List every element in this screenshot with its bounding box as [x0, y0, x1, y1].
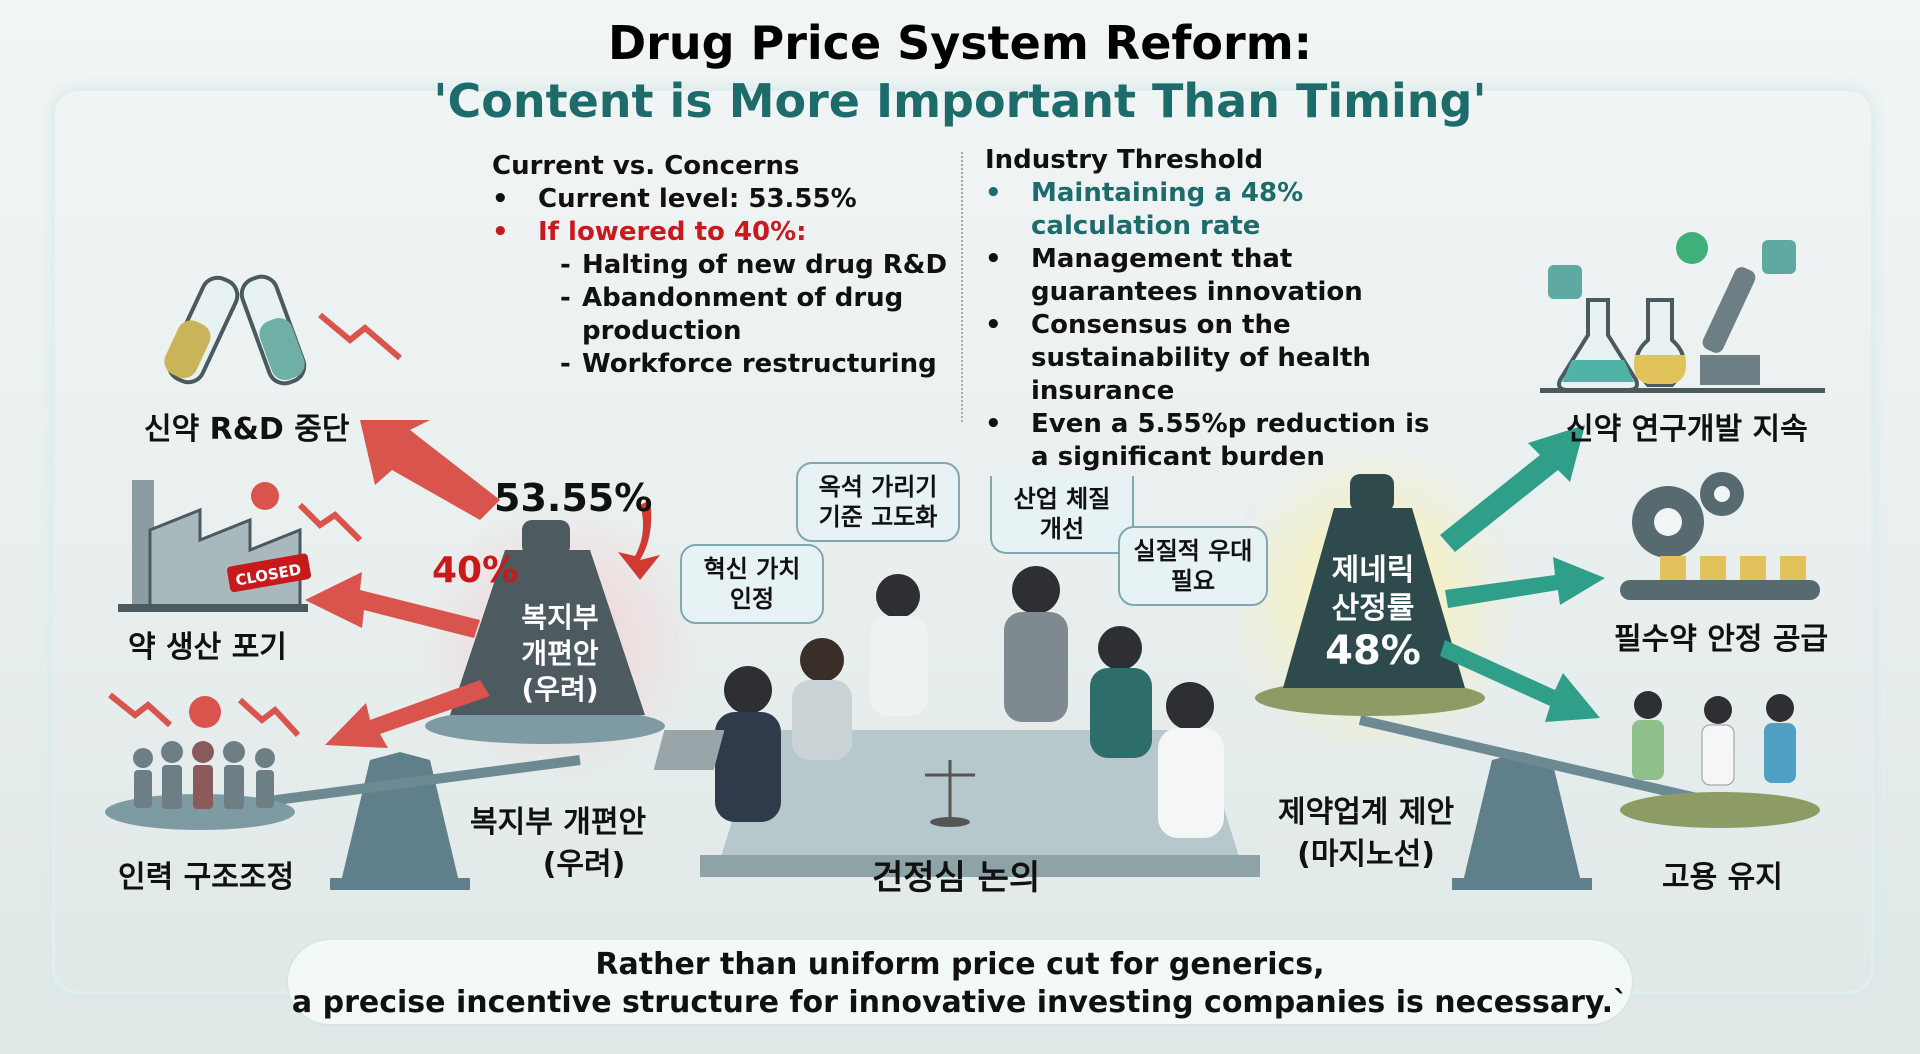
title-line2: 'Content is More Important Than Timing'	[433, 74, 1487, 128]
right-scale-label: 제약업계 제안 (마지노선)	[1278, 795, 1455, 872]
right-green-arrows	[1440, 425, 1605, 722]
left-weight-label: 복지부 개편안 (우려)	[521, 601, 599, 706]
title-line1: Drug Price System Reform:	[607, 16, 1313, 70]
factory-icon: CLOSED	[118, 480, 311, 612]
footer-line1: Rather than uniform price cut for generi…	[595, 947, 1325, 982]
left-red-arrows	[108, 312, 500, 748]
meeting-scene	[653, 566, 1260, 877]
title: Drug Price System Reform: 'Content is Mo…	[0, 14, 1920, 130]
right-weight	[1283, 474, 1465, 688]
subitem-workforce: - Workforce restructuring	[560, 349, 937, 379]
left-scale-label: 복지부 개편안 (우려)	[470, 805, 647, 882]
center-label: 건정심 논의	[872, 858, 1041, 898]
lab-icon	[1540, 232, 1825, 393]
bubble-criteria: 옥석 가리기 기준 고도화	[796, 462, 960, 542]
current-pct: 53.55%	[494, 476, 653, 520]
bullet-if-lowered: • If lowered to 40%:	[492, 217, 807, 247]
left-heading: Current vs. Concerns	[492, 151, 800, 181]
label-employment: 고용 유지	[1662, 860, 1783, 895]
label-restructuring: 인력 구조조정	[118, 860, 295, 895]
lowered-pct: 40%	[432, 550, 519, 591]
current-vs-concerns: Current vs. Concerns • Current level: 53.…	[492, 150, 952, 381]
employees-icon	[1632, 691, 1796, 786]
label-production-abandon: 약 생산 포기	[128, 630, 287, 665]
left-weight	[450, 520, 645, 715]
bullet-consensus: • Consensus on the sustainability of heal…	[985, 310, 1371, 406]
left-scale	[105, 708, 665, 890]
subitem-abandonment: - Abandonment of drug production	[560, 283, 904, 346]
label-rd-halt: 신약 R&D 중단	[144, 412, 350, 447]
bullet-innovation: • Management that guarantees innovation	[985, 244, 1363, 307]
test-tubes-icon	[164, 274, 307, 386]
column-divider	[961, 152, 963, 422]
bubble-innovation-value: 혁신 가치 인정	[680, 544, 824, 624]
subitem-halting-rd: - Halting of new drug R&D	[560, 250, 948, 280]
workforce-icon	[133, 696, 275, 809]
gear-icon	[1620, 472, 1820, 600]
footer-conclusion: Rather than uniform price cut for generi…	[286, 938, 1634, 1026]
bullet-maintain-48: • Maintaining a 48% calculation rate	[985, 178, 1304, 241]
right-weight-label: 제네릭 산정률 48%	[1325, 553, 1421, 674]
right-scale	[1255, 680, 1820, 890]
bubble-industry-improvement: 산업 체질 개선	[990, 476, 1134, 554]
industry-threshold: Industry Threshold • Maintaining a 48% ca…	[985, 144, 1435, 474]
label-stable-supply: 필수약 안정 공급	[1614, 622, 1829, 657]
right-heading: Industry Threshold	[985, 145, 1264, 175]
down-arrow-icon	[618, 500, 660, 580]
bullet-burden: • Even a 5.55%p reduction is a significan…	[985, 409, 1430, 472]
label-rd-continue: 신약 연구개발 지속	[1566, 412, 1808, 447]
bubble-preference: 실질적 우대 필요	[1118, 526, 1268, 606]
bullet-current-level: • Current level: 53.55%	[492, 184, 857, 214]
footer-line2: a precise incentive structure for innova…	[291, 985, 1629, 1020]
